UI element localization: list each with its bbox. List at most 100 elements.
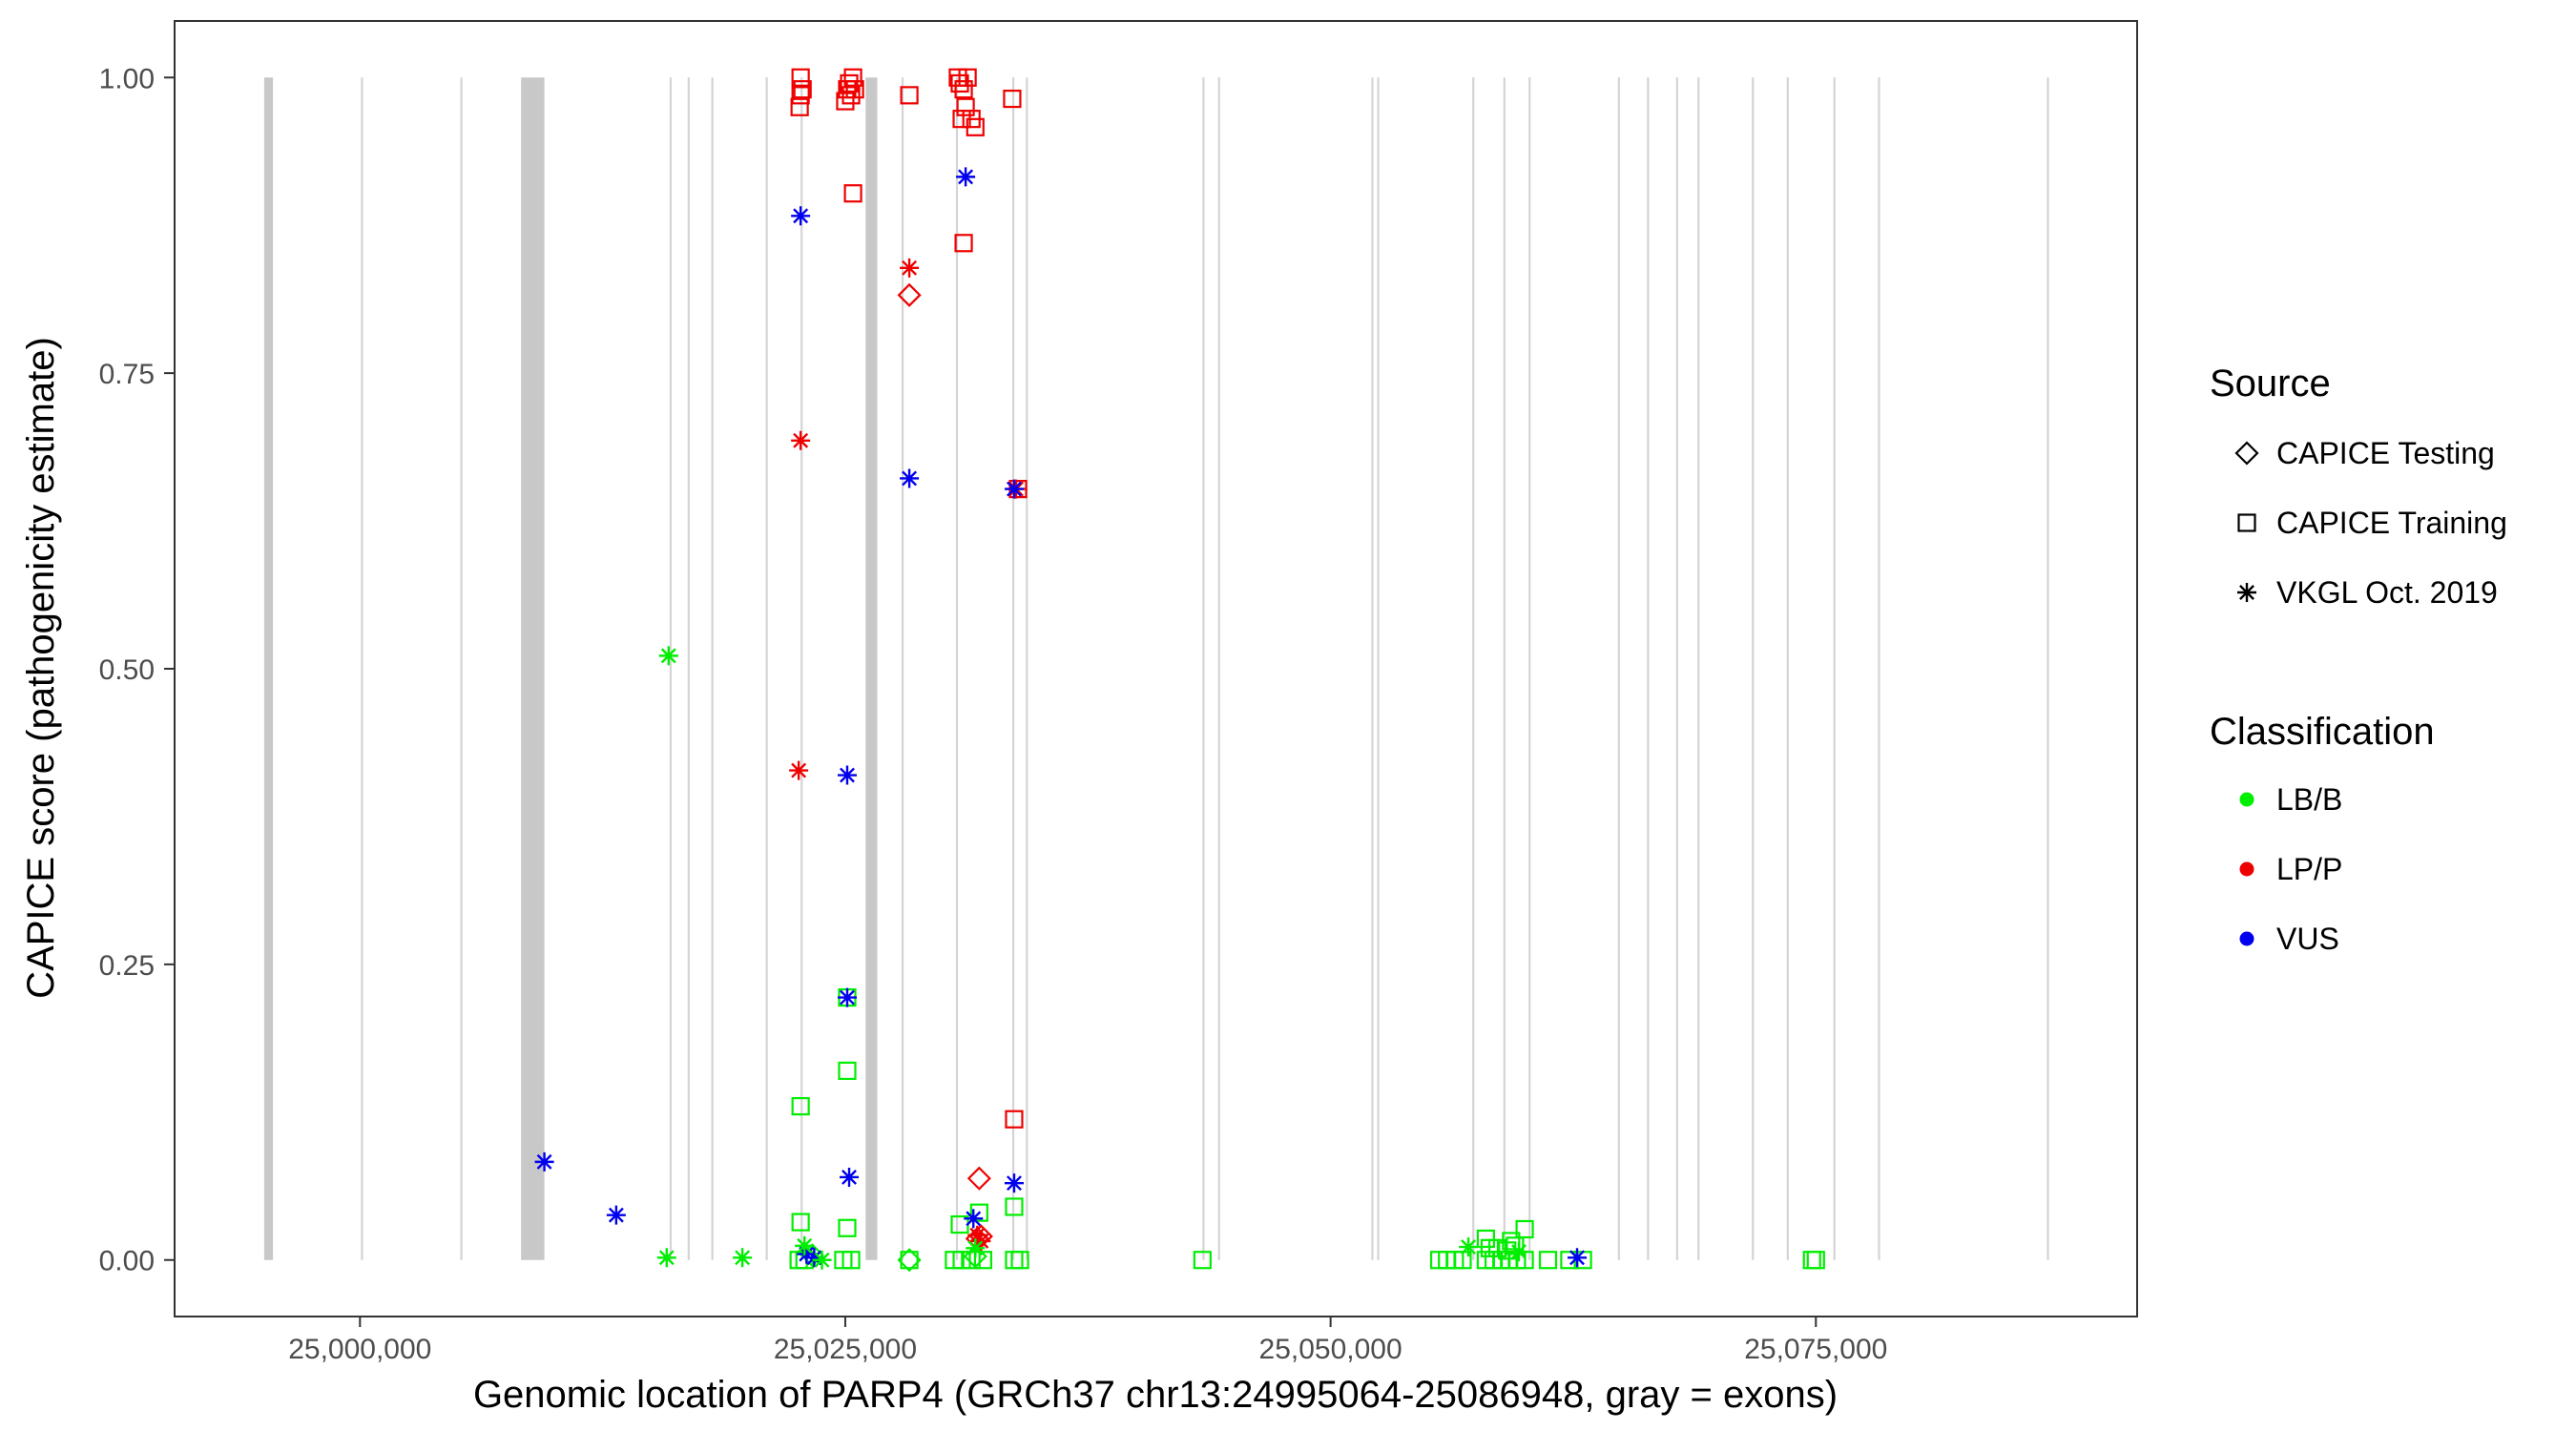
data-point — [1508, 1242, 1528, 1262]
exon-band — [361, 77, 364, 1260]
data-point — [837, 765, 857, 785]
data-point — [1506, 1236, 1525, 1255]
legend: Source Classification CAPICE TestingCAPI… — [2210, 363, 2507, 956]
data-point — [1193, 1251, 1212, 1270]
data-point — [897, 282, 922, 307]
legend-class-items: LB/B LP/P VUS — [2239, 782, 2342, 956]
exon-band — [687, 77, 690, 1260]
exon-band — [1675, 77, 1678, 1260]
data-point — [791, 68, 810, 87]
exon-band — [1786, 77, 1789, 1260]
data-point — [791, 1213, 810, 1232]
data-point — [837, 987, 857, 1007]
exon-band — [1377, 77, 1380, 1260]
legend-key-dot — [2239, 792, 2254, 807]
legend-label: LP/P — [2276, 852, 2342, 886]
y-tick-label: 1.00 — [99, 63, 155, 94]
data-point — [900, 1251, 919, 1270]
data-point — [1806, 1251, 1825, 1270]
data-point — [793, 80, 812, 99]
data-point — [804, 1248, 824, 1268]
data-point — [841, 86, 861, 105]
data-point — [954, 234, 973, 253]
data-point — [967, 1225, 987, 1245]
data-point — [948, 68, 967, 87]
data-point — [1515, 1219, 1534, 1239]
y-tick-label: 0.00 — [99, 1246, 155, 1277]
exon-band — [1752, 77, 1755, 1260]
exon-band — [1833, 77, 1836, 1260]
data-point — [973, 1251, 993, 1270]
exon-band — [1472, 77, 1475, 1260]
data-point — [1004, 479, 1024, 499]
data-point — [789, 760, 809, 780]
data-point — [791, 430, 811, 450]
data-point — [656, 1248, 676, 1268]
data-point — [1568, 1248, 1588, 1268]
exon-band — [901, 77, 904, 1260]
exon-band — [460, 77, 463, 1260]
data-point — [958, 68, 977, 87]
legend-label: CAPICE Testing — [2276, 436, 2495, 470]
x-tick-label: 25,025,000 — [774, 1334, 917, 1365]
legend-label: VUS — [2276, 922, 2339, 956]
data-point — [838, 80, 857, 99]
data-point — [840, 1167, 860, 1187]
x-tick-label: 25,050,000 — [1259, 1334, 1402, 1365]
data-point — [1538, 1251, 1558, 1270]
data-point — [966, 117, 985, 136]
legend-label: CAPICE Training — [2276, 506, 2507, 540]
exon-band — [263, 77, 274, 1260]
exon-band — [1026, 77, 1028, 1260]
data-point — [1005, 1110, 1024, 1129]
data-point — [1502, 1232, 1521, 1251]
x-axis-title: Genomic location of PARP4 (GRCh37 chr13:… — [473, 1374, 1838, 1416]
y-axis-title: CAPICE score (pathogenicity estimate) — [20, 337, 62, 999]
exon-band — [1011, 77, 1015, 1260]
data-point — [843, 184, 862, 203]
exon-band — [955, 77, 959, 1260]
data-point — [797, 1244, 817, 1264]
exon-band — [1528, 77, 1531, 1260]
legend-key-square — [2237, 513, 2256, 532]
point-layer — [534, 68, 1825, 1273]
data-point — [795, 1235, 815, 1255]
data-point — [1004, 1173, 1024, 1193]
data-point — [791, 1097, 810, 1116]
exon-band — [1217, 77, 1220, 1260]
data-point — [812, 1250, 832, 1270]
exon-band — [1503, 77, 1506, 1260]
data-point — [956, 97, 975, 116]
legend-key-star — [2237, 583, 2256, 602]
data-point — [966, 1238, 986, 1258]
data-point — [838, 1218, 857, 1237]
data-point — [658, 646, 678, 666]
y-tick-label: 0.50 — [99, 654, 155, 686]
legend-key-dot — [2239, 861, 2254, 877]
exon-band — [800, 77, 803, 1260]
exon-band — [711, 77, 714, 1260]
exon-band — [521, 77, 545, 1260]
exon-band — [765, 77, 768, 1260]
data-point — [900, 258, 920, 278]
data-point — [900, 468, 920, 488]
data-point — [966, 1166, 991, 1191]
legend-source-items: CAPICE Testing CAPICE Training VKGL Oct. 2… — [2234, 436, 2507, 610]
data-point — [1459, 1237, 1479, 1257]
legend-classification-title: Classification — [2210, 711, 2435, 753]
data-point — [1010, 1251, 1029, 1270]
data-point — [956, 167, 976, 187]
data-point — [534, 1151, 554, 1172]
data-point — [964, 1209, 984, 1229]
data-point — [791, 86, 810, 105]
data-point — [841, 1251, 861, 1270]
data-point — [791, 206, 811, 226]
axis-layer: 0.00 0.25 0.50 0.75 1.00 25,000,000 25,025,000… — [99, 63, 1888, 1365]
exon-band — [1371, 77, 1374, 1260]
data-point — [733, 1248, 753, 1268]
data-point — [843, 68, 862, 87]
data-point — [1005, 1197, 1024, 1216]
data-point — [606, 1205, 626, 1225]
